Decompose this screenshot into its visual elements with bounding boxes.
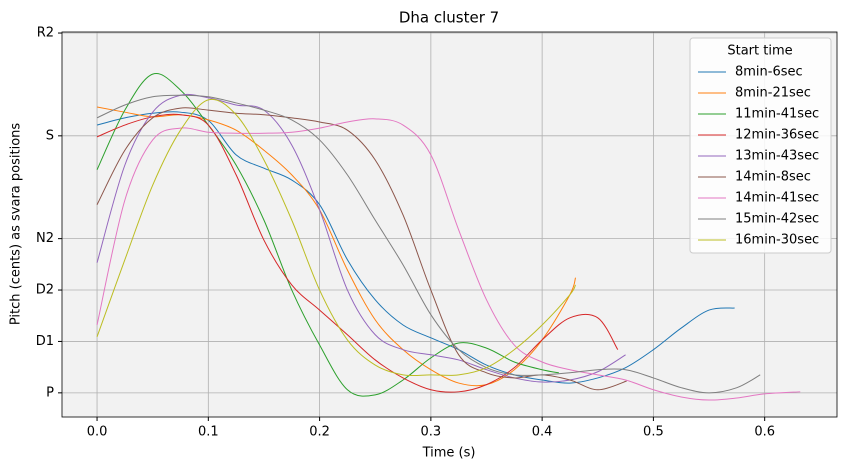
x-tick-label: 0.0 [87,425,108,440]
legend: Start time 8min-6sec 8min-21sec 11min-41se… [689,37,832,254]
series-line [96,113,619,393]
legend-label: 14min-41sec [735,191,819,206]
legend-label: 12min-36sec [735,128,819,143]
series-line [96,98,576,377]
y-tick-label: D2 [36,283,54,298]
x-tick-label: 0.1 [198,425,219,440]
series-line [96,94,761,394]
legend-label: 8min-21sec [735,86,811,101]
series-line [96,73,559,397]
x-tick-label: 0.5 [643,425,664,440]
plot-frame [61,31,838,418]
y-tick-label: P [46,385,54,400]
lines [96,73,801,401]
y-tick-label: R2 [37,26,54,41]
x-axis-label: Time (s) [422,446,476,461]
series-line [96,118,801,401]
y-tick-label: S [46,128,54,143]
x-tick-label: 0.4 [532,425,553,440]
legend-label: 11min-41sec [735,107,819,122]
legend-label: 16min-30sec [735,233,819,248]
y-axis-label: Pitch (cents) as svara positions [9,123,24,326]
x-tick-label: 0.2 [309,425,330,440]
x-tick-label: 0.6 [754,425,775,440]
legend-label: 8min-6sec [735,65,803,80]
legend-label: 13min-43sec [735,149,819,164]
y-tick-label: N2 [36,231,54,246]
legend-label: 14min-8sec [735,170,811,185]
legend-box [689,37,832,254]
x-tick-label: 0.3 [421,425,442,440]
y-tick-label: D1 [36,334,54,349]
legend-title: Start time [727,44,792,59]
legend-label: 15min-42sec [735,212,819,227]
chart-title: Dha cluster 7 [399,9,499,27]
